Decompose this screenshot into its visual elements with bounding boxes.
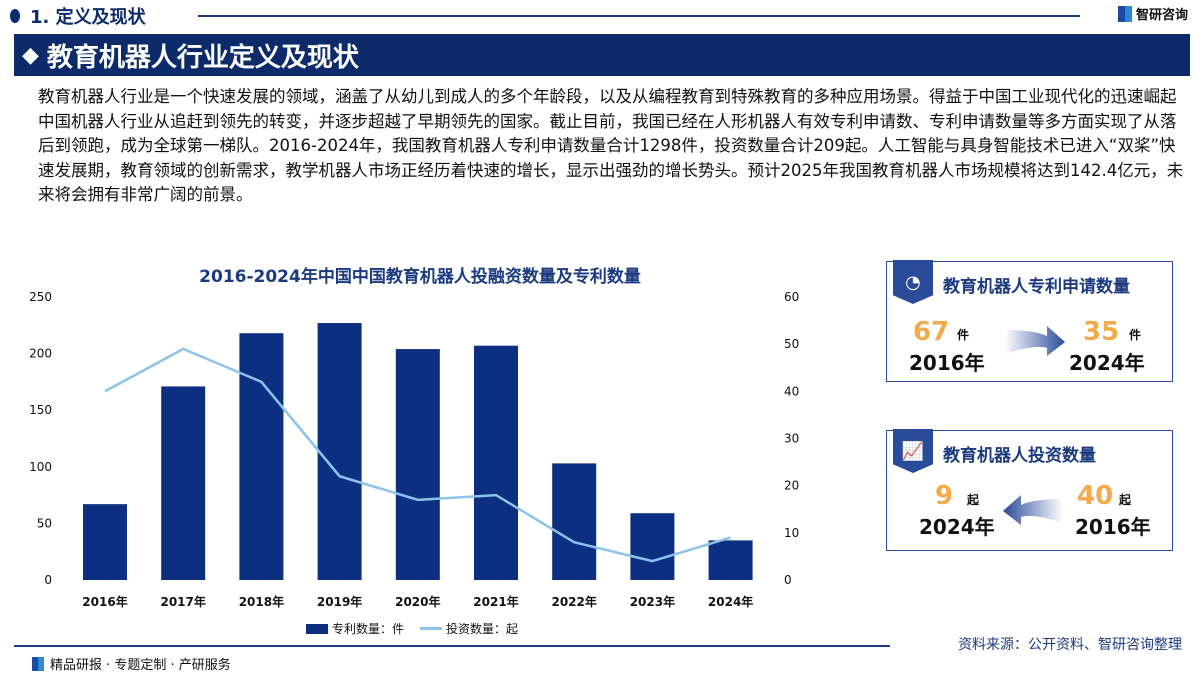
card-value: 67 — [913, 317, 950, 347]
bar — [630, 513, 675, 580]
left-axis-tick: 0 — [44, 573, 52, 587]
right-axis-tick: 50 — [784, 337, 799, 351]
footer-slogan: 精品研报 · 专题定制 · 产研服务 — [32, 654, 231, 673]
logo-icon — [1117, 5, 1132, 22]
card-year: 2016年 — [909, 351, 985, 375]
card-value: 35 — [1083, 317, 1120, 347]
card-unit: 件 — [957, 328, 970, 342]
x-axis-tick: 2021年 — [473, 594, 518, 609]
x-axis-tick: 2020年 — [395, 594, 440, 609]
legend-swatch-line — [420, 627, 443, 630]
left-axis-tick: 150 — [29, 403, 52, 417]
bar — [552, 463, 597, 580]
chart-legend: 专利数量：件 投资数量：起 — [306, 620, 518, 637]
intro-paragraph: 教育机器人行业是一个快速发展的领域，涵盖了从幼儿到成人的多个年龄段，以及从编程教… — [38, 87, 1184, 205]
growth-chart-icon: 📈 — [893, 429, 933, 473]
diamond-icon: ◆ — [22, 42, 39, 68]
card-year: 2016年 — [1075, 515, 1151, 539]
footer-divider — [14, 645, 890, 647]
x-axis-tick: 2018年 — [239, 594, 284, 609]
card-unit: 件 — [1129, 328, 1142, 342]
divider — [198, 15, 1080, 17]
chart-title: 2016-2024年中国中国教育机器人投融资数量及专利数量 — [199, 267, 641, 287]
arrow-left-icon — [1003, 495, 1063, 525]
left-axis-tick: 250 — [29, 290, 52, 304]
investment-line — [104, 347, 731, 563]
arrow-right-icon — [1005, 326, 1065, 356]
right-axis-tick: 10 — [784, 526, 799, 540]
bar — [161, 386, 206, 580]
legend-swatch-bar — [306, 623, 328, 634]
bar — [474, 345, 518, 580]
right-axis-tick: 60 — [784, 290, 799, 304]
patent-card: ◔ 教育机器人专利申请数量 67 件 2016年 35 件 2024年 — [886, 260, 1173, 382]
card-unit: 起 — [1119, 493, 1132, 507]
x-axis-tick: 2024年 — [708, 594, 753, 609]
card-year: 2024年 — [1069, 351, 1145, 375]
bar — [239, 333, 284, 580]
x-axis-tick: 2019年 — [317, 594, 362, 609]
right-axis-tick: 30 — [784, 432, 799, 446]
card-unit: 起 — [967, 493, 980, 507]
logo-text: 智研咨询 — [1135, 8, 1188, 23]
bullet-icon — [10, 9, 20, 23]
legend-label: 投资数量：起 — [446, 622, 519, 636]
logo-icon — [32, 656, 44, 671]
card-value: 9 — [935, 481, 954, 511]
bar — [395, 349, 440, 580]
slogan-text: 精品研报 · 专题定制 · 产研服务 — [50, 658, 231, 673]
banner: ◆ 教育机器人行业定义及现状 — [14, 34, 1190, 76]
right-axis-tick: 20 — [784, 479, 799, 493]
legend-label: 专利数量：件 — [332, 622, 405, 636]
card-value: 40 — [1077, 481, 1114, 511]
investment-card: 📈 教育机器人投资数量 9 起 2024年 40 起 2016年 — [886, 429, 1173, 551]
chart-pie-icon: ◔ — [893, 260, 933, 304]
card-year: 2024年 — [919, 515, 995, 539]
bar — [708, 540, 753, 580]
card-title: 教育机器人专利申请数量 — [943, 277, 1130, 297]
card-title: 教育机器人投资数量 — [943, 446, 1096, 466]
x-axis-tick: 2023年 — [630, 594, 675, 609]
bar — [83, 504, 127, 580]
x-axis-tick: 2022年 — [551, 594, 596, 609]
combo-chart: 0 50 100 150 200 250 0 10 20 30 40 50 60 2016年 2017年 20… — [29, 290, 799, 609]
left-axis-tick: 50 — [37, 516, 52, 530]
section-title: 1. 定义及现状 — [30, 7, 146, 28]
page-title: 教育机器人行业定义及现状 — [46, 42, 359, 73]
left-axis-tick: 200 — [29, 347, 52, 361]
x-axis-tick: 2017年 — [160, 594, 205, 609]
logo: 智研咨询 — [1117, 4, 1188, 23]
right-axis-tick: 40 — [784, 384, 799, 398]
section-heading: 1. 定义及现状 — [10, 2, 146, 30]
source-note: 资料来源：公开资料、智研咨询整理 — [958, 637, 1182, 653]
left-axis-tick: 100 — [29, 460, 52, 474]
right-axis-tick: 0 — [784, 573, 792, 587]
x-axis-tick: 2016年 — [82, 594, 127, 609]
bar — [317, 323, 362, 580]
